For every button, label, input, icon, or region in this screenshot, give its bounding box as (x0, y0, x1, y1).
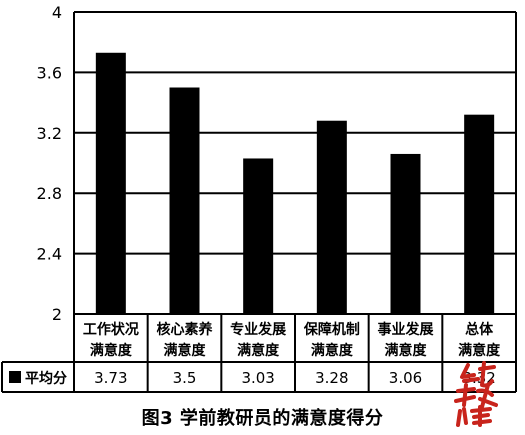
y-tick-label: 3.2 (37, 124, 62, 143)
data-value-label: 3.28 (315, 369, 348, 387)
y-tick-label: 2.8 (37, 184, 62, 203)
data-value-label: 3.03 (241, 369, 274, 387)
bar (243, 158, 274, 314)
category-label: 满意度 (90, 342, 133, 359)
category-label: 满意度 (385, 342, 428, 359)
category-label: 满意度 (164, 342, 207, 359)
category-label: 核心素养 (157, 321, 214, 338)
category-label: 满意度 (458, 342, 501, 359)
legend-swatch (9, 371, 21, 383)
legend-label: 平均分 (25, 370, 67, 387)
category-label: 工作状况 (83, 321, 139, 338)
category-label: 满意度 (311, 342, 354, 359)
category-label: 保障机制 (303, 321, 360, 338)
category-label: 满意度 (237, 342, 280, 359)
y-tick-label: 2 (52, 305, 62, 324)
data-value-label: 3.5 (173, 369, 197, 387)
y-tick-label: 4 (52, 3, 62, 22)
bar (95, 52, 126, 315)
category-label: 事业发展 (378, 321, 434, 338)
bar (169, 87, 200, 314)
data-value-label: 3.32 (462, 369, 495, 387)
data-value-label: 3.06 (389, 369, 422, 387)
figure-caption: 图3 学前教研员的满意度得分 (141, 408, 384, 429)
category-label: 专业发展 (230, 321, 286, 338)
y-tick-label: 2.4 (37, 245, 62, 264)
bar (464, 114, 495, 315)
category-label: 总体 (465, 321, 494, 338)
bar (390, 153, 421, 314)
y-tick-label: 3.6 (37, 63, 62, 82)
data-value-label: 3.73 (94, 369, 127, 387)
bar (316, 120, 347, 314)
